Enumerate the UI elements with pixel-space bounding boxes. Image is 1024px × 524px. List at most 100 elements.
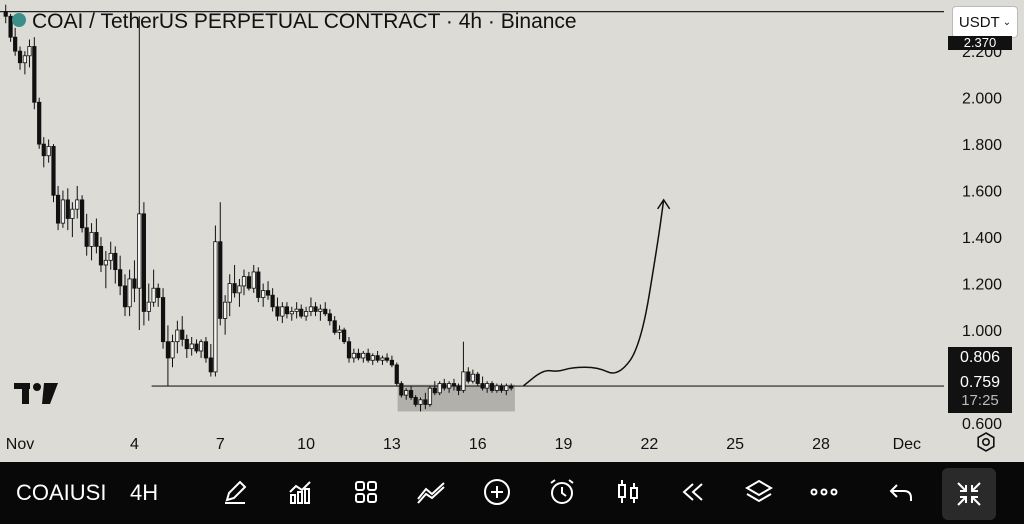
collapse-arrows-icon — [957, 482, 981, 506]
candle-style-icon[interactable] — [612, 476, 644, 508]
candle-body — [46, 146, 51, 157]
candle-body — [394, 364, 399, 384]
candle-body — [170, 341, 175, 359]
candle-body — [70, 208, 75, 219]
x-axis-tick-label: 25 — [726, 436, 744, 453]
candle-body — [451, 383, 457, 387]
candle-body — [265, 290, 271, 296]
candle-body — [342, 329, 347, 343]
candle-body — [323, 308, 328, 315]
candle-body — [261, 290, 266, 298]
candle-body — [346, 341, 352, 359]
candle-body — [327, 313, 332, 322]
current-price-label: 0.759 17:25 — [948, 369, 1012, 413]
candle-body — [79, 199, 85, 229]
candle-body — [237, 285, 242, 294]
candle-body — [184, 338, 189, 350]
candle-body — [108, 252, 113, 261]
undo-icon[interactable] — [885, 476, 917, 508]
candle-body — [461, 371, 466, 391]
replay-rewind-icon[interactable] — [677, 476, 709, 508]
symbol-logo-icon — [12, 13, 26, 28]
candle-body — [470, 373, 475, 382]
candle-body — [275, 306, 280, 317]
alarm-clock-icon[interactable] — [546, 476, 578, 508]
currency-label: USDT — [958, 13, 1000, 31]
projection-arrow-path — [523, 199, 665, 387]
bar-countdown: 17:25 — [961, 391, 999, 409]
candle-body — [475, 373, 480, 384]
candle-body — [13, 36, 18, 52]
candle-body — [194, 343, 199, 352]
candle-body — [389, 359, 395, 366]
candle-body — [32, 46, 37, 103]
candle-body — [151, 287, 156, 303]
more-options-icon[interactable] — [808, 476, 840, 508]
candle-body — [456, 385, 461, 391]
x-axis-tick-label: 13 — [383, 436, 401, 453]
candle-body — [489, 383, 495, 391]
y-axis-tick-label: 0.600 — [962, 416, 1002, 433]
candle-body — [60, 199, 66, 224]
candle-body — [223, 301, 228, 319]
candle-body — [218, 241, 223, 319]
x-axis-tick-label: 28 — [812, 436, 830, 453]
symbol-button[interactable]: COAIUSI — [16, 480, 107, 505]
candle-body — [361, 352, 366, 359]
candle-body — [280, 306, 285, 317]
compare-icon[interactable] — [415, 476, 447, 508]
y-axis-tick-label: 1.400 — [962, 230, 1002, 247]
candle-body — [284, 306, 290, 315]
add-circle-icon[interactable] — [481, 476, 513, 508]
candle-body — [299, 308, 304, 317]
x-axis-tick-label: 7 — [216, 436, 225, 453]
candle-body — [313, 306, 318, 312]
candle-body — [189, 343, 194, 350]
candle-body — [418, 399, 423, 405]
x-axis-tick-label: Dec — [893, 436, 921, 453]
candle-body — [103, 259, 108, 266]
candle-body — [251, 271, 256, 289]
candle-body — [17, 50, 23, 64]
price-chart[interactable]: 2.2002.0001.8001.6001.4001.2001.0000.600… — [0, 0, 1024, 462]
draw-pencil-icon[interactable] — [219, 476, 251, 508]
candle-body — [504, 385, 509, 391]
candle-body — [141, 213, 146, 312]
candle-body — [366, 352, 371, 361]
candle-body — [113, 252, 118, 271]
candle-body — [270, 294, 275, 308]
fullscreen-collapse-button[interactable] — [942, 468, 996, 520]
y-axis-tick-label: 2.000 — [962, 91, 1002, 108]
indicators-icon[interactable] — [284, 476, 316, 508]
candle-body — [351, 352, 356, 359]
layers-icon[interactable] — [743, 476, 775, 508]
tradingview-logo — [14, 380, 60, 411]
currency-selector-button[interactable]: USDT ⌄ — [952, 6, 1018, 38]
candle-body — [380, 357, 385, 361]
y-axis-tick-label: 1.600 — [962, 184, 1002, 201]
candle-body — [75, 199, 80, 210]
candle-body — [494, 385, 499, 391]
layout-grid-icon[interactable] — [350, 476, 382, 508]
chart-title: COAI / TetherUS PERPETUAL CONTRACT · 4h … — [12, 10, 577, 34]
candle-body — [132, 278, 137, 289]
candle-body — [246, 276, 251, 289]
candle-body — [232, 283, 237, 294]
current-price-value: 0.759 — [959, 373, 1001, 391]
candle-body — [137, 213, 142, 289]
chart-settings-icon[interactable] — [976, 432, 996, 457]
candle-body — [37, 101, 42, 145]
candle-body — [146, 301, 151, 312]
candle-body — [8, 15, 13, 38]
interval-button[interactable]: 4H — [130, 480, 159, 505]
candle-body — [370, 355, 375, 361]
y-axis-tick-label: 1.000 — [962, 323, 1002, 340]
chevron-down-icon: ⌄ — [1002, 16, 1012, 28]
candle-body — [98, 245, 104, 266]
x-axis-tick-label: 16 — [469, 436, 487, 453]
candle-body — [94, 232, 99, 247]
candle-body — [509, 385, 514, 389]
candle-body — [499, 385, 504, 391]
chart-area[interactable]: 2.200 2.000 1.800 1.600 1.400 1.200 1.000 0.600… — [0, 0, 1024, 462]
candle-body — [213, 241, 218, 373]
